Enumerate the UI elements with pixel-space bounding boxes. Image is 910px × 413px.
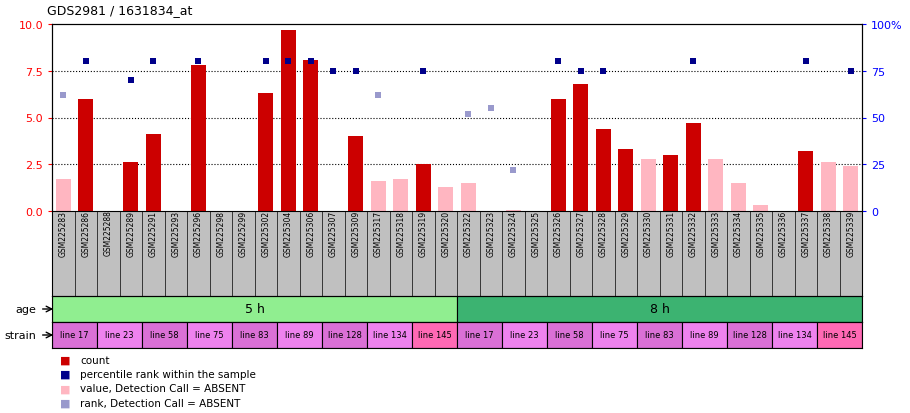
Bar [709,159,723,211]
Bar [97,322,142,348]
Bar [844,167,858,211]
Bar [439,187,453,211]
Text: line 58: line 58 [555,331,584,339]
Bar [772,322,817,348]
Bar [753,206,768,211]
Text: GDS2981 / 1631834_at: GDS2981 / 1631834_at [47,4,193,17]
Bar [258,94,273,211]
Bar [682,322,727,348]
Bar [798,152,813,211]
Text: line 75: line 75 [195,331,224,339]
Text: ■: ■ [60,383,71,393]
Bar [686,124,701,211]
Text: line 128: line 128 [328,331,361,339]
Text: line 145: line 145 [418,331,451,339]
Bar [124,163,138,211]
Text: percentile rank within the sample: percentile rank within the sample [80,369,257,379]
Bar [817,322,862,348]
Bar [52,322,97,348]
Bar [596,129,611,211]
Text: line 23: line 23 [511,331,539,339]
Text: line 134: line 134 [777,331,812,339]
Bar [232,322,277,348]
Bar [142,322,187,348]
Text: age: age [15,304,35,314]
Bar [56,180,71,211]
Text: line 17: line 17 [60,331,89,339]
Text: ■: ■ [60,369,71,379]
Bar [457,322,502,348]
Text: line 17: line 17 [465,331,494,339]
Text: ■: ■ [60,398,71,408]
Bar [146,135,160,211]
Bar [619,150,633,211]
Bar [281,31,296,211]
Text: 8 h: 8 h [650,303,670,316]
Bar [461,183,476,211]
Text: line 134: line 134 [372,331,407,339]
Text: rank, Detection Call = ABSENT: rank, Detection Call = ABSENT [80,398,241,408]
Bar [322,322,367,348]
Bar [547,322,592,348]
Bar [502,322,547,348]
Bar [457,296,862,322]
Text: line 128: line 128 [733,331,766,339]
Text: line 83: line 83 [645,331,674,339]
Text: ■: ■ [60,355,71,365]
Text: line 75: line 75 [601,331,629,339]
Bar [727,322,772,348]
Text: strain: strain [4,330,35,340]
Text: value, Detection Call = ABSENT: value, Detection Call = ABSENT [80,383,246,393]
Bar [573,85,588,211]
Bar [592,322,637,348]
Bar [731,183,745,211]
Text: line 89: line 89 [285,331,314,339]
Text: count: count [80,355,110,365]
Bar [821,163,835,211]
Bar [187,322,232,348]
Bar [641,159,655,211]
Bar [371,182,386,211]
Bar [78,100,93,211]
Text: line 145: line 145 [823,331,856,339]
Text: line 89: line 89 [690,331,719,339]
Bar [367,322,412,348]
Bar [663,156,678,211]
Bar [303,60,318,211]
Bar [551,100,565,211]
Bar [191,66,206,211]
Bar [52,296,457,322]
Bar [637,322,682,348]
Text: line 23: line 23 [106,331,134,339]
Text: line 83: line 83 [240,331,268,339]
Bar [393,180,408,211]
Text: 5 h: 5 h [245,303,265,316]
Bar [416,165,430,211]
Bar [412,322,457,348]
Bar [349,137,363,211]
Text: line 58: line 58 [150,331,178,339]
Bar [277,322,322,348]
